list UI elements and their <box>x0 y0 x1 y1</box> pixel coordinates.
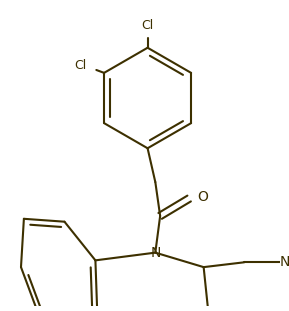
Text: Cl: Cl <box>142 19 154 32</box>
Text: N: N <box>280 255 289 269</box>
Text: N: N <box>150 246 160 260</box>
Text: O: O <box>197 190 208 204</box>
Text: Cl: Cl <box>75 59 87 72</box>
